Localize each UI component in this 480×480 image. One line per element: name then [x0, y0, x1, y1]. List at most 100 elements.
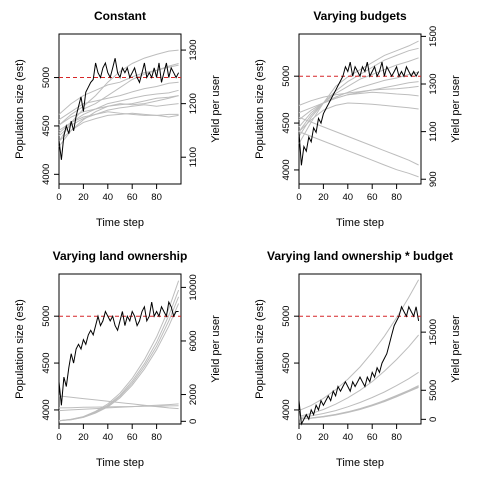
y-right-tick-label: 15000 [428, 319, 439, 345]
yield-line-10 [298, 131, 419, 178]
y-left-tick-label: 4000 [281, 159, 292, 180]
x-tick-label: 60 [127, 192, 138, 203]
yield-line-3 [298, 57, 419, 132]
yield-line-4 [58, 81, 179, 121]
plot-frame [298, 273, 422, 425]
chart-panel-1: Constant 0 20 40 60 80 4000 4500 5000 1100 1200 130… [14, 9, 222, 229]
x-tick-label: 60 [367, 192, 378, 203]
yield-line-6 [58, 95, 179, 147]
x-axis-label: Time step [96, 457, 144, 469]
x-tick-label: 60 [127, 432, 138, 443]
yield-line-8 [298, 102, 419, 132]
chart-panel-2: Varying budgets 0 20 40 60 80 4000 4500 5000 900 1… [254, 9, 462, 229]
yield-line-7 [298, 91, 419, 128]
y-left-axis-label: Population size (est) [254, 59, 266, 159]
plot-frame [298, 33, 422, 185]
y-left-tick-label: 5000 [281, 66, 292, 87]
x-tick-label: 80 [391, 192, 402, 203]
yield-line-7 [58, 405, 179, 409]
yield-line-7 [58, 95, 179, 126]
x-tick-label: 20 [318, 432, 329, 443]
x-axis-label: Time step [96, 217, 144, 229]
y-left-axis-label: Population size (est) [254, 299, 266, 399]
x-tick-label: 0 [296, 192, 301, 203]
x-tick-label: 80 [151, 432, 162, 443]
yield-line-4 [298, 71, 419, 121]
yield-line-5 [58, 395, 179, 410]
y-left-tick-label: 4500 [281, 352, 292, 373]
yield-line-9 [58, 111, 179, 131]
x-axis-label: Time step [336, 217, 384, 229]
x-tick-label: 20 [78, 432, 89, 443]
y-left-tick-label: 4000 [41, 164, 52, 185]
yield-line-2 [298, 334, 419, 417]
yield-line-6 [298, 386, 419, 420]
y-left-tick-label: 4500 [281, 112, 292, 133]
x-tick-label: 20 [318, 192, 329, 203]
x-tick-label: 40 [343, 432, 354, 443]
x-tick-label: 40 [103, 192, 114, 203]
y-left-tick-label: 4000 [41, 399, 52, 420]
y-left-tick-label: 4000 [281, 399, 292, 420]
y-right-tick-label: 0 [188, 419, 199, 424]
population-estimate-line [298, 61, 420, 166]
yield-line-6 [58, 403, 179, 412]
x-tick-label: 20 [78, 192, 89, 203]
panel-title: Varying land ownership * budget [267, 249, 453, 263]
y-left-tick-label: 4500 [41, 115, 52, 136]
chart-panel-4: Varying land ownership * budget 0 20 40 60 80… [254, 249, 462, 469]
y-right-axis-label: Yield per user [450, 315, 462, 383]
y-left-tick-label: 5000 [281, 306, 292, 327]
y-left-tick-label: 4500 [41, 352, 52, 373]
yield-line-8 [58, 103, 179, 137]
yield-line-6 [298, 85, 419, 106]
y-right-tick-label: 1300 [428, 73, 439, 94]
y-left-tick-label: 5000 [41, 306, 52, 327]
yield-line-5 [58, 89, 179, 134]
y-right-tick-label: 1300 [188, 40, 199, 61]
yield-line-4 [58, 303, 180, 422]
y-left-axis-label: Population size (est) [14, 299, 26, 399]
x-tick-label: 0 [296, 432, 301, 443]
yield-line-3 [298, 371, 419, 419]
y-right-tick-label: 1500 [428, 26, 439, 47]
panel-title: Varying land ownership [53, 249, 188, 263]
y-right-axis-label: Yield per user [210, 315, 222, 383]
y-right-tick-label: 1200 [188, 93, 199, 114]
population-estimate-line [298, 305, 420, 426]
panel-title: Varying budgets [313, 9, 407, 23]
x-tick-label: 80 [391, 432, 402, 443]
y-right-tick-label: 5000 [428, 380, 439, 401]
y-right-tick-label: 0 [428, 417, 439, 422]
x-tick-label: 0 [56, 192, 61, 203]
plot-frame [58, 33, 182, 185]
y-right-tick-label: 1100 [428, 121, 439, 141]
plot-frame [58, 273, 182, 425]
yield-line-1 [298, 40, 419, 144]
yield-line-2 [58, 49, 179, 126]
yield-line-10 [58, 112, 179, 142]
yield-line-5 [298, 81, 419, 114]
population-estimate-line [58, 58, 180, 160]
y-right-tick-label: 2000 [188, 384, 199, 405]
y-left-tick-label: 5000 [41, 67, 52, 88]
y-right-axis-label: Yield per user [450, 75, 462, 143]
x-tick-label: 60 [367, 432, 378, 443]
x-tick-label: 80 [151, 192, 162, 203]
y-right-tick-label: 900 [428, 171, 439, 187]
y-right-tick-label: 1100 [188, 147, 199, 167]
yield-line-1 [58, 280, 180, 422]
y-right-axis-label: Yield per user [210, 75, 222, 143]
panel-title: Constant [94, 9, 146, 23]
chart-panel-3: Varying land ownership 0 20 40 60 80 4000 4500 5… [14, 249, 222, 469]
x-axis-label: Time step [336, 457, 384, 469]
y-left-axis-label: Population size (est) [14, 59, 26, 159]
y-right-tick-label: 10000 [188, 274, 199, 300]
x-tick-label: 40 [103, 432, 114, 443]
x-tick-label: 40 [343, 192, 354, 203]
x-tick-label: 0 [56, 432, 61, 443]
yield-line-9 [298, 116, 419, 166]
population-estimate-line [58, 300, 179, 406]
yield-line-3 [58, 63, 179, 115]
